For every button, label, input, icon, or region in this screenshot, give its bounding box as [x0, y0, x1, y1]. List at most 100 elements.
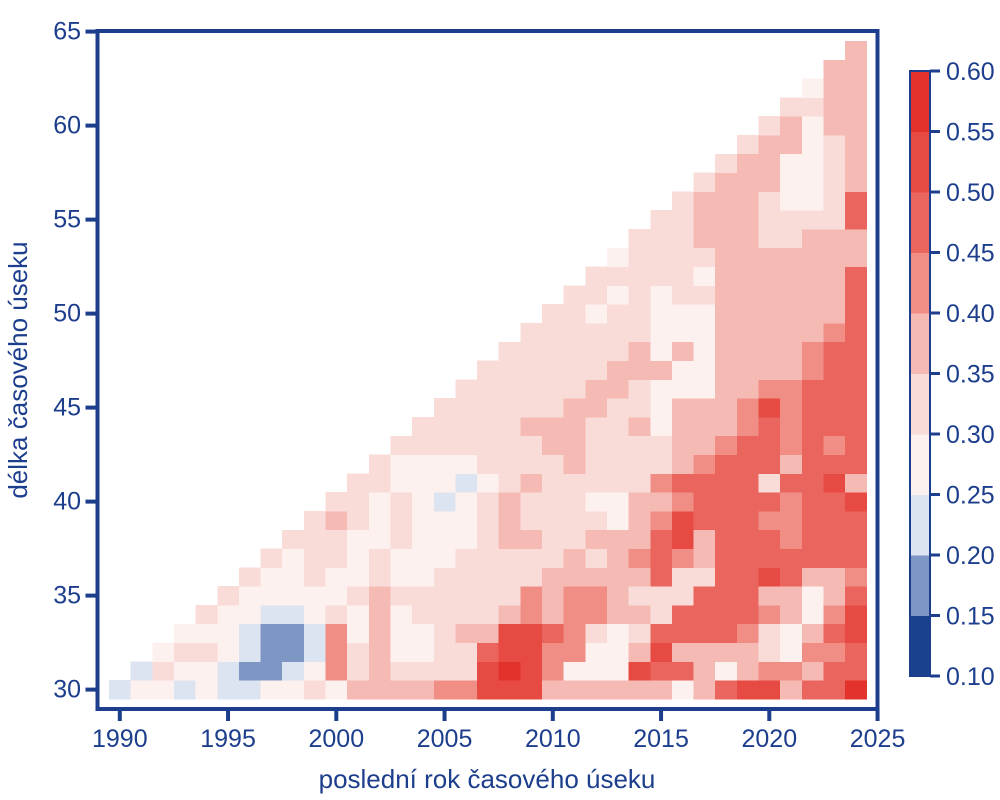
colorbar-band — [910, 252, 930, 314]
heatmap-cell — [801, 153, 824, 173]
heatmap-cell — [325, 661, 348, 681]
heatmap-cell — [498, 661, 521, 681]
heatmap-cell — [693, 586, 716, 606]
heatmap-cell — [845, 473, 868, 493]
heatmap-cell — [325, 567, 348, 587]
heatmap-cell — [628, 417, 651, 437]
heatmap-cell — [606, 473, 629, 493]
heatmap-cell — [671, 680, 694, 700]
heatmap-cell — [823, 511, 846, 531]
heatmap-cell — [780, 567, 803, 587]
heatmap-cell — [823, 492, 846, 512]
heatmap-cell — [606, 567, 629, 587]
heatmap-cell — [801, 247, 824, 267]
x-axis-tick-label: 2000 — [308, 725, 364, 753]
heatmap-cell — [715, 153, 738, 173]
heatmap-cell — [671, 529, 694, 549]
heatmap-cell — [520, 341, 543, 361]
heatmap-cell — [628, 304, 651, 324]
heatmap-cell — [412, 548, 435, 568]
heatmap-cell — [433, 454, 456, 474]
heatmap-cell — [715, 304, 738, 324]
heatmap-cell — [823, 323, 846, 343]
heatmap-cell — [325, 605, 348, 625]
heatmap-cell — [758, 247, 781, 267]
heatmap-cell — [715, 379, 738, 399]
heatmap-cell — [715, 341, 738, 361]
heatmap-cell — [823, 605, 846, 625]
heatmap-cell — [715, 473, 738, 493]
heatmap-cell — [758, 153, 781, 173]
heatmap-cell — [823, 529, 846, 549]
heatmap-cell — [801, 417, 824, 437]
heatmap-cell — [736, 266, 759, 286]
heatmap-cell — [801, 266, 824, 286]
heatmap-cell — [801, 172, 824, 192]
heatmap-cell — [606, 247, 629, 267]
heatmap-cell — [801, 341, 824, 361]
colorbar-tick-label: 0.55 — [946, 119, 995, 147]
heatmap-cell — [715, 454, 738, 474]
heatmap-cell — [780, 586, 803, 606]
heatmap-cell — [801, 304, 824, 324]
heatmap-cell — [563, 661, 586, 681]
heatmap-cell — [650, 341, 673, 361]
heatmap-cell — [520, 605, 543, 625]
heatmap-cell — [130, 680, 153, 700]
heatmap-cell — [780, 304, 803, 324]
heatmap-cell — [823, 548, 846, 568]
heatmap-cell — [650, 247, 673, 267]
heatmap-cell — [736, 341, 759, 361]
heatmap-cell — [845, 304, 868, 324]
heatmap-cell — [542, 492, 564, 512]
heatmap-cell — [845, 97, 868, 117]
heatmap-cell — [542, 323, 564, 343]
heatmap-cell — [693, 473, 716, 493]
heatmap-cell — [195, 605, 218, 625]
heatmap-cell — [650, 586, 673, 606]
heatmap-cell — [260, 661, 283, 681]
heatmap-cell — [650, 680, 673, 700]
heatmap-cell — [520, 435, 543, 455]
heatmap-cell — [563, 680, 586, 700]
heatmap-cell — [823, 78, 846, 98]
heatmap-cell — [845, 153, 868, 173]
heatmap-cell — [390, 454, 413, 474]
heatmap-cell — [563, 435, 586, 455]
heatmap-cell — [455, 492, 478, 512]
heatmap-cell — [671, 379, 694, 399]
heatmap-cell — [823, 210, 846, 230]
heatmap-cell — [758, 435, 781, 455]
heatmap-cell — [433, 680, 456, 700]
heatmap-cell — [433, 586, 456, 606]
heatmap-cell — [780, 623, 803, 643]
heatmap-cell — [628, 492, 651, 512]
heatmap-cell — [845, 398, 868, 418]
heatmap-cell — [238, 605, 261, 625]
heatmap-cell — [542, 454, 564, 474]
heatmap-cell — [368, 680, 391, 700]
heatmap-cell — [585, 341, 608, 361]
heatmap-cell — [780, 417, 803, 437]
heatmap-cell — [563, 492, 586, 512]
heatmap-cell — [628, 360, 651, 380]
heatmap-cell — [823, 59, 846, 79]
colorbar-band — [910, 373, 930, 435]
heatmap-cell — [433, 661, 456, 681]
heatmap-cell — [606, 623, 629, 643]
heatmap-cell — [542, 529, 564, 549]
heatmap-cell — [693, 379, 716, 399]
heatmap-cell — [606, 341, 629, 361]
heatmap-cell — [412, 511, 435, 531]
heatmap-cell — [477, 492, 500, 512]
heatmap-cell — [736, 454, 759, 474]
heatmap-cell — [303, 680, 326, 700]
heatmap-cell — [758, 323, 781, 343]
heatmap-cell — [606, 680, 629, 700]
heatmap-cell — [542, 661, 564, 681]
heatmap-cell — [325, 529, 348, 549]
heatmap-cell — [347, 680, 370, 700]
heatmap-cell — [736, 172, 759, 192]
heatmap-cell — [780, 511, 803, 531]
heatmap-cell — [347, 567, 370, 587]
